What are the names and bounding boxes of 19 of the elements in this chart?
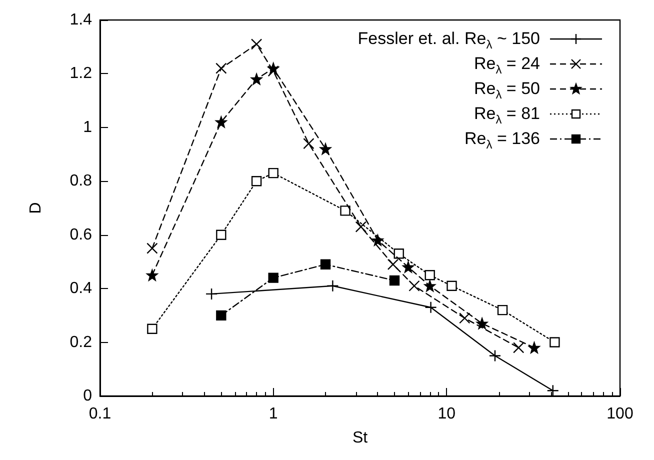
legend-label: Re$_{λ}$ = 81 [474,104,540,126]
y-tick-label: 1.2 [70,65,92,82]
y-tick-label: 1 [83,118,92,136]
x-tick-label: 10 [438,406,456,422]
y-tick-label: 0 [83,388,92,404]
y-tick-label: 0.6 [70,226,92,244]
x-tick-label: 0.1 [88,406,112,422]
y-axis-title: D [28,202,44,214]
legend-label: Re$_{λ}$ = 136 [464,128,540,151]
y-tick-label: 1.4 [70,12,92,28]
y-tick-label: 0.2 [70,334,92,351]
x-tick-label: 100 [606,406,634,422]
y-tick-label: 0.4 [70,280,92,298]
x-tick-label: 1 [268,406,278,422]
y-tick-label: 0.8 [70,172,92,190]
legend-label: Re$_{λ}$ = 50 [474,78,540,101]
x-axis-title: St [352,430,368,446]
legend-label: Re$_{λ}$ = 24 [474,54,540,76]
legend-label: Fessler et. al. Re$_{λ}$ ~ 150 [358,28,540,51]
